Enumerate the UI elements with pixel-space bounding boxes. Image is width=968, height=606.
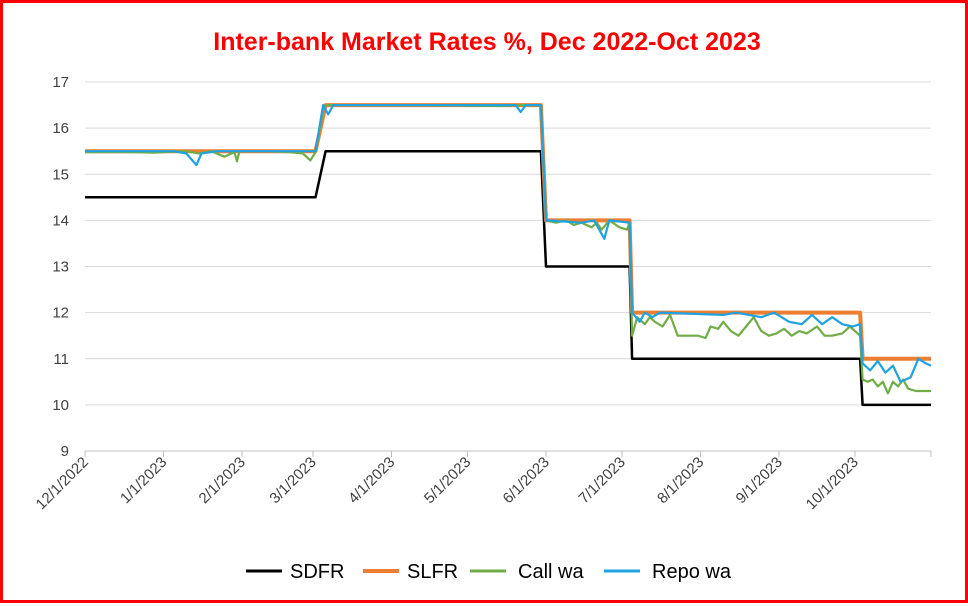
x-tick-label: 7/1/2023 bbox=[576, 454, 629, 507]
series-lines bbox=[85, 103, 932, 407]
x-tick-label: 4/1/2023 bbox=[345, 454, 398, 507]
x-tick-label: 3/1/2023 bbox=[266, 454, 319, 507]
gridlines bbox=[85, 81, 931, 406]
x-tick-label: 5/1/2023 bbox=[421, 454, 474, 507]
y-tick-label: 9 bbox=[61, 443, 69, 460]
y-tick-label: 11 bbox=[53, 351, 69, 368]
y-tick-label: 10 bbox=[52, 397, 69, 414]
series-line-sdfr bbox=[85, 149, 931, 407]
y-tick-label: 16 bbox=[52, 120, 69, 137]
x-tick-label: 9/1/2023 bbox=[733, 454, 786, 507]
y-tick-label: 14 bbox=[52, 212, 69, 229]
x-tick-label: 8/1/2023 bbox=[654, 454, 707, 507]
legend-label-call-wa: Call wa bbox=[518, 561, 584, 583]
x-tick-label: 2/1/2023 bbox=[196, 454, 249, 507]
y-tick-label: 13 bbox=[52, 259, 69, 276]
x-tick-label: 6/1/2023 bbox=[500, 454, 553, 507]
legend-label-repo-wa: Repo wa bbox=[652, 561, 732, 583]
line-chart: Inter-bank Market Rates %, Dec 2022-Oct … bbox=[33, 28, 932, 583]
series-line-call-wa bbox=[85, 103, 931, 395]
series-line-repo-wa bbox=[85, 103, 932, 383]
y-tick-label: 17 bbox=[52, 74, 69, 91]
y-tick-label: 12 bbox=[52, 305, 69, 322]
legend-label-sdfr: SDFR bbox=[290, 561, 344, 583]
y-tick-label: 15 bbox=[52, 166, 69, 183]
x-tick-label: 1/1/2023 bbox=[117, 454, 170, 507]
x-tick-label: 12/1/2022 bbox=[33, 454, 92, 513]
legend-label-slfr: SLFR bbox=[407, 561, 458, 583]
legend: SDFR SLFR Call wa Repo wa bbox=[246, 561, 732, 583]
chart-title: Inter-bank Market Rates %, Dec 2022-Oct … bbox=[213, 28, 760, 56]
axes: 9 10 11 12 13 14 15 16 17 12/1/2022 1/1/2023 2/1/20… bbox=[33, 74, 932, 513]
x-tick-label: 10/1/2023 bbox=[803, 454, 862, 513]
